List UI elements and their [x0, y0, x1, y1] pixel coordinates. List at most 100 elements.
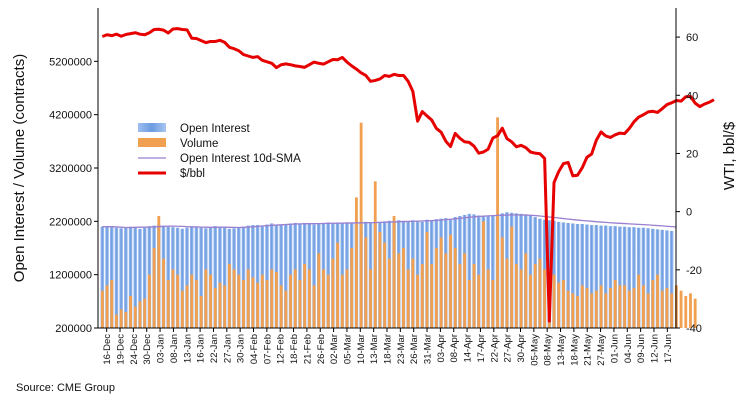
x-tick-label: 13-May [556, 334, 567, 366]
open-interest-bar [128, 226, 133, 328]
volume-bar [444, 253, 448, 328]
volume-bar [571, 293, 575, 328]
x-tick-label: 03-Jan [156, 334, 167, 363]
legend-swatch [138, 138, 166, 147]
volume-bar [195, 280, 198, 328]
volume-bar [119, 309, 123, 328]
open-interest-bar [613, 226, 617, 328]
volume-bar [147, 274, 151, 328]
open-interest-bar [646, 228, 650, 328]
open-interest-bar [571, 223, 575, 328]
volume-bar [124, 312, 128, 328]
volume-bar [656, 274, 659, 328]
open-interest-bar [660, 229, 665, 328]
open-interest-bar [580, 224, 585, 328]
volume-bar [199, 296, 203, 328]
volume-bar [322, 269, 325, 328]
open-interest-bar [622, 226, 627, 328]
x-tick-label: 08-Jan [169, 334, 180, 363]
x-tick-label: 22-Apr [489, 334, 500, 363]
volume-bar [218, 282, 222, 328]
volume-bar [129, 296, 132, 328]
wti-price-line [101, 27, 715, 323]
open-interest-bar [218, 226, 222, 328]
volume-bar [599, 285, 603, 328]
x-tick-label: 17-Apr [476, 334, 487, 363]
open-interest-bar [627, 227, 632, 328]
x-tick-label: 30-Jan [236, 334, 247, 363]
volume-bar [336, 242, 340, 328]
volume-bar [100, 290, 104, 328]
open-interest-bar [575, 224, 580, 328]
x-tick-label: 09-Jun [636, 334, 647, 363]
volume-bar [115, 314, 118, 328]
volume-bar [482, 221, 485, 328]
volume-bar [138, 301, 142, 328]
volume-bar [449, 234, 452, 328]
open-interest-bar [651, 228, 655, 328]
volume-bar [223, 285, 227, 328]
volume-bar [505, 258, 509, 328]
right-tick-label: 60 [686, 32, 698, 44]
left-tick-label: 2200000 [49, 216, 92, 228]
volume-bar [453, 248, 457, 328]
volume-bar [157, 216, 161, 328]
volume-bar [209, 274, 212, 328]
volume-bar [576, 296, 579, 328]
volume-bar [566, 290, 570, 328]
volume-bar [232, 269, 236, 328]
open-interest-bar [599, 225, 603, 328]
legend-label: Open Interest [180, 123, 250, 135]
volume-bar [529, 274, 532, 328]
open-interest-bar [279, 225, 283, 328]
volume-bar [420, 264, 424, 328]
open-interest-bar [124, 227, 128, 328]
open-interest-bar [476, 215, 481, 328]
open-interest-bar [138, 228, 142, 328]
open-interest-bar [556, 221, 561, 328]
volume-bar [293, 269, 297, 328]
open-interest-bar [109, 227, 114, 328]
volume-bar [162, 258, 165, 328]
right-tick-label: 0 [686, 207, 692, 219]
open-interest-bar [585, 224, 589, 328]
volume-bar [689, 293, 692, 328]
open-interest-bar [561, 222, 566, 328]
volume-bar [133, 306, 137, 328]
volume-bar [594, 290, 598, 328]
volume-bar [585, 288, 589, 328]
volume-bar [519, 269, 523, 328]
volume-bar [270, 269, 274, 328]
left-tick-label: 5200000 [49, 56, 92, 68]
x-tick-label: 13-Mar [369, 334, 380, 364]
x-tick-label: 05-Mar [342, 334, 353, 364]
volume-bar [312, 285, 316, 328]
volume-bar [670, 293, 674, 328]
volume-bar [533, 264, 537, 328]
volume-bar [472, 264, 476, 328]
volume-bar [185, 285, 189, 328]
volume-bar [486, 269, 490, 328]
open-interest-bar [251, 225, 255, 328]
open-interest-bar [194, 227, 199, 328]
volume-bar [340, 274, 344, 328]
volume-bar [284, 290, 288, 328]
open-interest-bar [589, 225, 594, 328]
volume-bar [613, 280, 617, 328]
volume-bar [660, 290, 664, 328]
volume-bar [609, 288, 612, 328]
volume-bar [298, 280, 302, 328]
left-y-ticks: 200000 1200000 2200000 3200000 4200000 520000… [49, 56, 98, 335]
right-tick-label: -20 [686, 265, 702, 277]
volume-bar [180, 290, 184, 328]
open-interest-bar [100, 226, 105, 328]
volume-bar [355, 197, 358, 328]
open-interest-bar [222, 227, 227, 328]
volume-bar [651, 280, 655, 328]
volume-bar [345, 269, 349, 328]
right-axis-label: WTI, bbl/$ [721, 121, 738, 190]
volume-bar [627, 290, 631, 328]
volume-bar [580, 285, 584, 328]
legend-swatch [138, 123, 166, 132]
